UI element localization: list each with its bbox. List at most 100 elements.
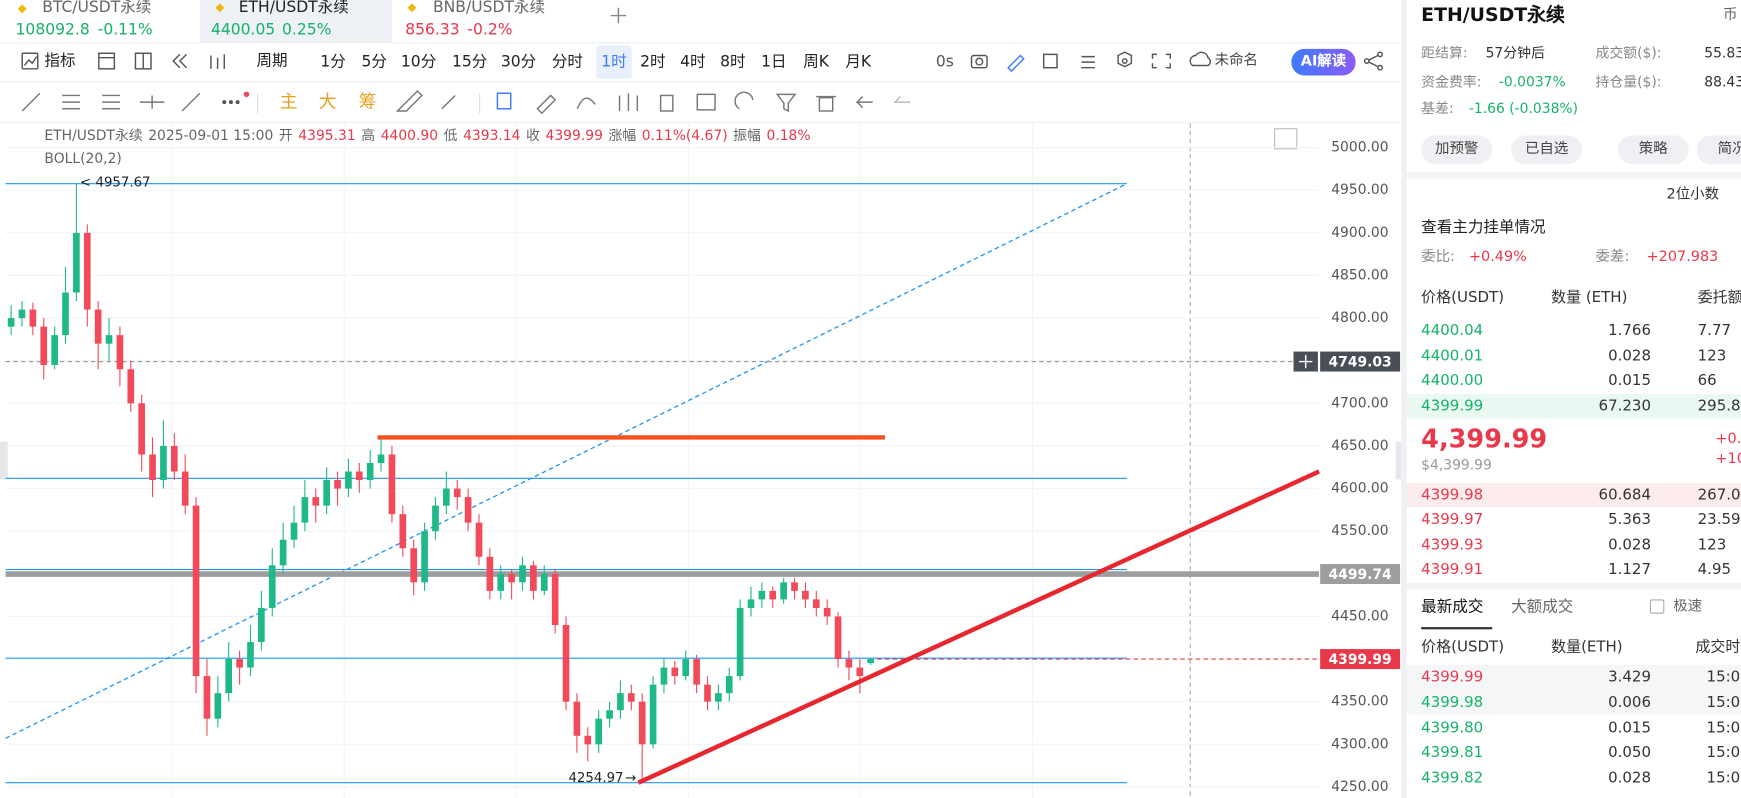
trade-time: 15:02	[1706, 668, 1741, 686]
candle-body	[660, 667, 668, 685]
candle-body	[203, 676, 211, 719]
ratio-value: +0.49%	[1468, 248, 1527, 266]
refresh[interactable]: 0s	[935, 53, 954, 72]
toolbar-icons	[17, 3, 1384, 115]
panel-button-label[interactable]: 已自选	[1524, 140, 1569, 158]
candle-body	[312, 497, 320, 506]
active-tab-bg	[199, 0, 392, 43]
stat-label: 持仓量($):	[1595, 73, 1662, 90]
panel-button[interactable]	[1617, 135, 1689, 165]
candle-body	[62, 292, 69, 336]
candle-body	[845, 659, 853, 668]
ohlc-label: 收	[526, 126, 540, 144]
price-label: 4399.99	[1329, 652, 1392, 668]
price-chart: 5000.004950.004900.004850.004800.004750.…	[0, 123, 1402, 798]
interval[interactable]: 5分	[361, 53, 387, 72]
ohlc-header: ETH/USDT永续 2025-09-01 15:00 开 4395.31 高 4400.…	[44, 125, 810, 145]
candle-body	[410, 548, 418, 583]
tab-price: 108092.8	[15, 21, 90, 39]
interval[interactable]: 月K	[845, 53, 872, 72]
candle-body	[258, 607, 265, 643]
interval[interactable]: 周K	[803, 53, 829, 72]
interval[interactable]: 8时	[720, 53, 746, 72]
candle-body	[105, 335, 113, 344]
ohlc-value: 4393.14	[463, 126, 521, 144]
interval[interactable]: 30分	[500, 53, 537, 72]
y-tick-label: 4950.00	[1331, 182, 1388, 198]
book-header: 数量 (ETH)	[1551, 288, 1628, 307]
candle-body	[443, 488, 450, 506]
panel-button[interactable]	[1511, 135, 1583, 165]
candle-body	[649, 684, 657, 745]
trade-tab[interactable]: 大额成交	[1511, 598, 1574, 616]
ask-total: 66	[1697, 371, 1717, 390]
divider	[0, 42, 1402, 44]
interval[interactable]: 4时	[680, 53, 706, 72]
ask-price: 4400.01	[1421, 347, 1484, 366]
interval[interactable]: 1分	[320, 53, 346, 72]
decimals[interactable]: 2位小数	[1666, 186, 1720, 204]
ask-price: 4400.00	[1421, 371, 1484, 390]
draw-tool[interactable]: 筹	[358, 91, 377, 113]
ohlc-label: 开	[278, 126, 293, 144]
candle-body	[388, 454, 396, 515]
interval[interactable]: 15分	[451, 53, 488, 72]
indicator-button[interactable]: 指标	[44, 52, 76, 70]
candle-body	[540, 573, 548, 591]
ai-button[interactable]	[1291, 48, 1356, 76]
ask-qty: 0.028	[1608, 347, 1652, 366]
trade-tab[interactable]: 最新成交	[1421, 598, 1484, 616]
ask-qty: 1.766	[1608, 321, 1652, 340]
layout-name[interactable]: 未命名	[1214, 52, 1258, 69]
panel-button-label[interactable]: 简况	[1717, 140, 1741, 158]
tab-change: -0.2%	[467, 21, 513, 39]
draw-tool[interactable]: 主	[279, 91, 298, 113]
candle-body	[170, 445, 178, 472]
checkbox[interactable]	[1649, 599, 1665, 614]
ohlc-value: 0.11%(4.67)	[641, 126, 728, 144]
trade-qty: 0.050	[1608, 743, 1652, 762]
depth-link[interactable]: 查看主力挂单情况	[1421, 218, 1546, 237]
tab-change: 0.25%	[282, 21, 332, 39]
candle-body	[562, 624, 570, 702]
y-tick-label: 4650.00	[1331, 438, 1388, 454]
interval[interactable]: 2时	[640, 53, 666, 72]
last-change: +0.2	[1715, 430, 1741, 448]
trade-time: 15:02	[1706, 719, 1741, 737]
draw-tool[interactable]: 大	[318, 91, 337, 113]
candle-body	[758, 590, 766, 600]
interval[interactable]: 1日	[761, 53, 787, 72]
active-interval-bg	[596, 45, 632, 79]
trade-highlight	[1406, 664, 1741, 715]
period-button[interactable]: 周期	[256, 52, 288, 70]
panel-button-label[interactable]: 策略	[1638, 140, 1668, 158]
last-change2: +10	[1715, 450, 1741, 468]
trade-header: 价格(USDT)	[1421, 638, 1505, 656]
panel-button-label[interactable]: 加预警	[1435, 140, 1479, 158]
bid-price: 4399.93	[1421, 536, 1484, 554]
trade-price: 4399.81	[1421, 743, 1484, 762]
trade-header: 数量(ETH)	[1551, 638, 1623, 656]
diff-value: +207.983	[1646, 248, 1719, 266]
fast-label[interactable]: 极速	[1673, 598, 1703, 615]
y-tick-label: 4550.00	[1331, 523, 1388, 539]
candle-body	[149, 454, 156, 481]
ratio-label: 委比:	[1421, 248, 1455, 266]
stat-label: 成交额($):	[1595, 44, 1662, 62]
interval[interactable]: 1时	[601, 53, 627, 72]
tab-symbol[interactable]: BNB/USDT永续	[433, 0, 546, 17]
panel-button[interactable]	[1696, 135, 1741, 165]
candle-body	[247, 642, 254, 668]
book-header: 委托额	[1697, 288, 1741, 307]
tab-change: -0.11%	[97, 21, 153, 39]
ai-label[interactable]: AI解读	[1300, 53, 1347, 70]
tab-symbol[interactable]: ETH/USDT永续	[238, 0, 349, 17]
candle-body	[345, 471, 352, 489]
panel-button[interactable]	[1421, 135, 1493, 165]
interval[interactable]: 分时	[551, 53, 583, 72]
ask-total: 295.81	[1697, 397, 1741, 416]
candle-body	[94, 309, 102, 344]
interval[interactable]: 10分	[400, 53, 437, 72]
tab-symbol[interactable]: BTC/USDT永续	[42, 0, 152, 17]
candle-body	[355, 471, 363, 481]
